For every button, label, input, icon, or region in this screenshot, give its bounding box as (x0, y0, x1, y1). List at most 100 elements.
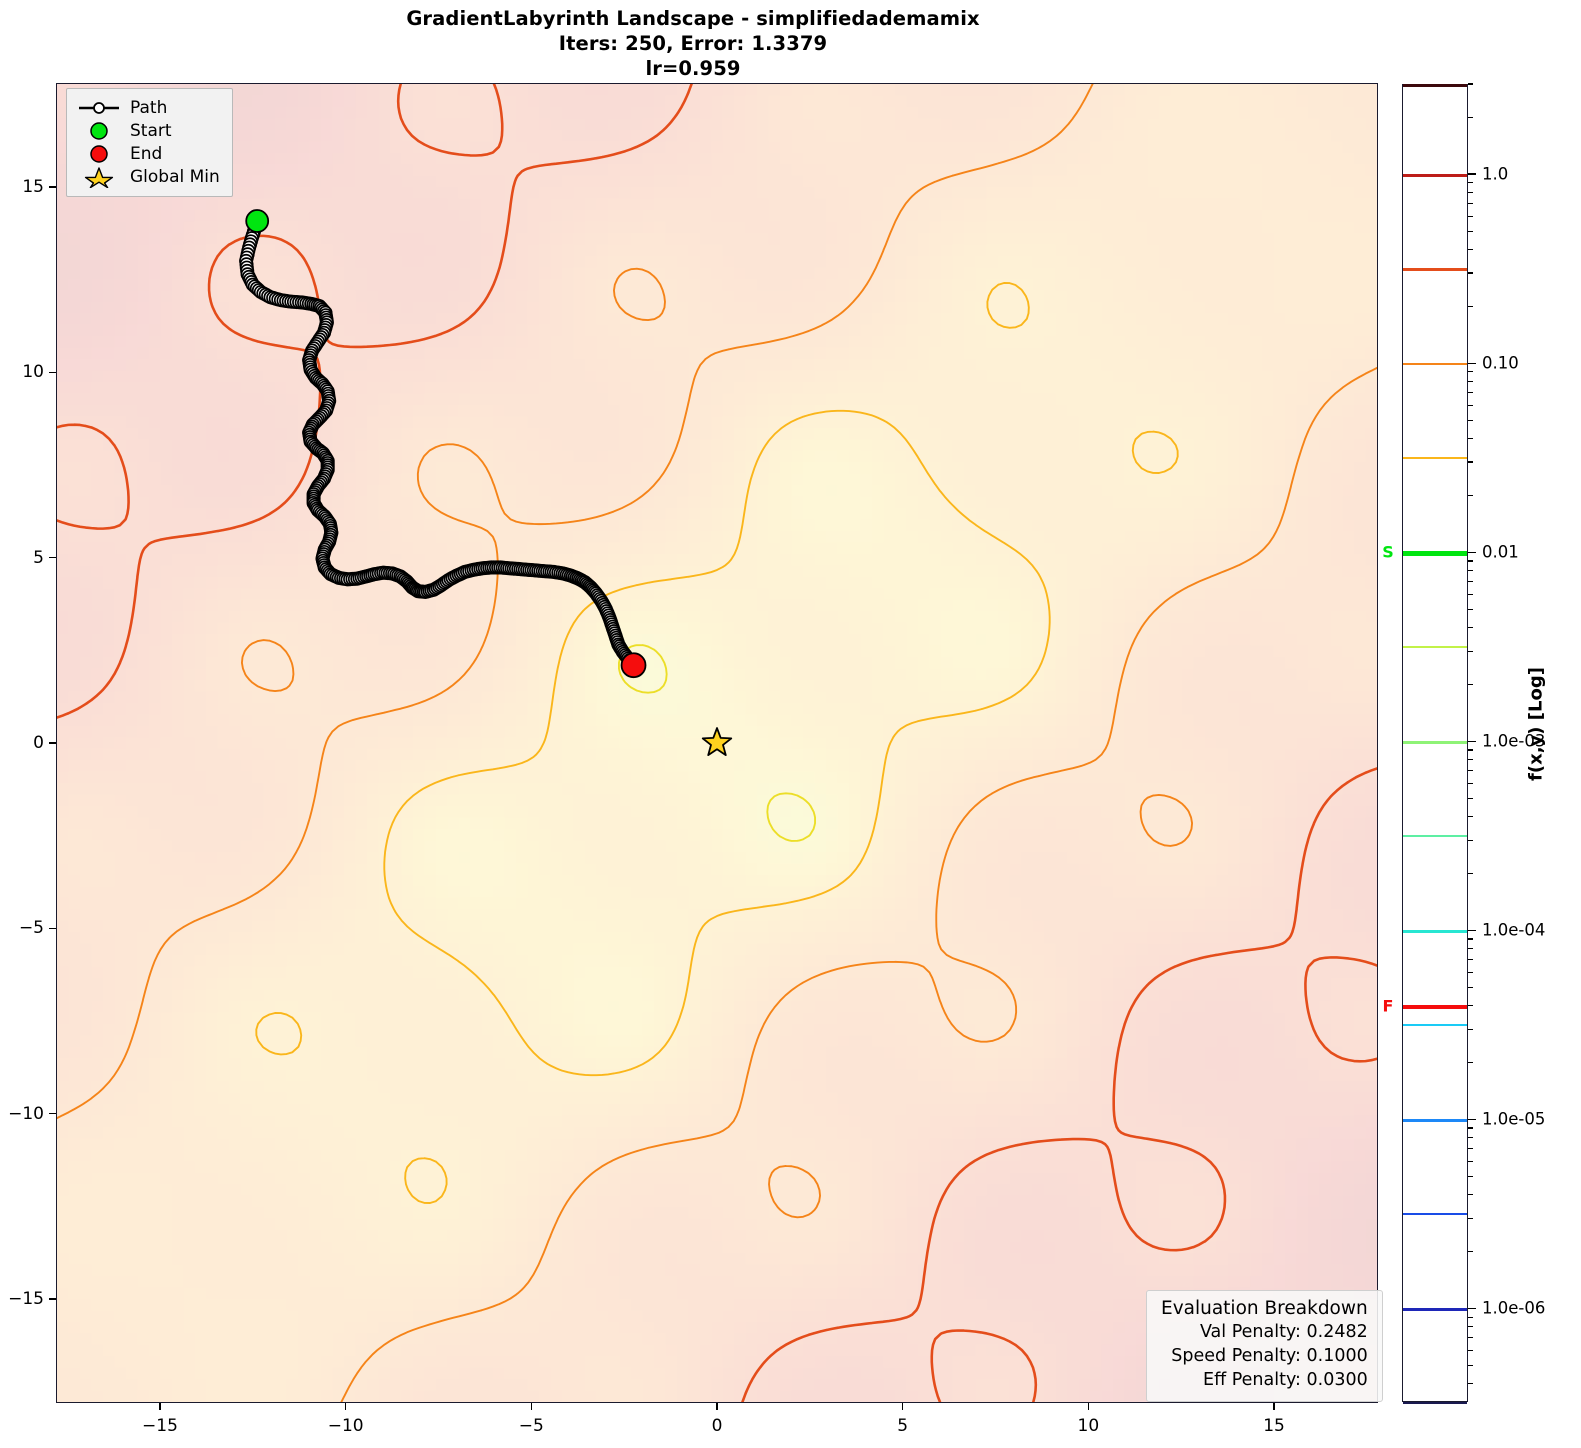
contour-plot-frame (56, 83, 1378, 1403)
y-tick-label: −5 (18, 918, 44, 939)
y-tick-mark (49, 186, 56, 188)
colorbar-minor-tick (1468, 1160, 1473, 1162)
eval-row-speed: Speed Penalty: 0.1000 (1161, 1344, 1367, 1368)
colorbar-minor-tick (1468, 305, 1473, 307)
global-min-star (701, 727, 733, 756)
path-line-marker-icon (76, 100, 122, 116)
eval-value-val: 0.2482 (1306, 1322, 1368, 1342)
evaluation-breakdown-box: Evaluation Breakdown Val Penalty: 0.2482… (1146, 1290, 1383, 1402)
colorbar-tick-mark (1468, 929, 1476, 932)
colorbar-minor-tick (1468, 461, 1473, 463)
colorbar-minor-tick (1468, 593, 1473, 595)
colorbar-start-marker-label: S (1382, 542, 1394, 562)
chart-title-line2: Iters: 250, Error: 1.3379 (558, 32, 828, 55)
colorbar-minor-tick (1468, 380, 1473, 383)
colorbar-tick-label: 1.0e-03 (1482, 731, 1546, 751)
green-circle-icon (76, 121, 122, 141)
colorbar-minor-tick (1468, 626, 1473, 629)
eval-row-eff: Eff Penalty: 0.0300 (1161, 1368, 1368, 1392)
y-tick-label: 0 (33, 733, 44, 753)
colorbar-minor-tick (1468, 1175, 1473, 1177)
x-tick-mark (1273, 1403, 1275, 1410)
colorbar-minor-tick (1468, 872, 1473, 875)
colorbar-level-line (1403, 741, 1467, 744)
colorbar-tick-label: 1.0e-04 (1482, 920, 1546, 940)
colorbar-minor-tick (1468, 191, 1473, 194)
colorbar-minor-tick (1468, 1061, 1473, 1064)
chart-title-line1: GradientLabyrinth Landscape - simplified… (406, 7, 980, 30)
x-tick-mark (716, 1403, 718, 1410)
colorbar-level-line (1403, 1401, 1467, 1405)
colorbar-minor-tick (1468, 1028, 1473, 1030)
legend-item-path[interactable]: Path (76, 96, 220, 119)
legend-item-start[interactable]: Start (76, 119, 220, 142)
colorbar-minor-tick (1468, 1194, 1473, 1196)
colorbar-minor-tick (1468, 1364, 1473, 1366)
x-tick-label: −15 (142, 1416, 178, 1436)
x-tick-label: 15 (1263, 1416, 1285, 1436)
colorbar-tick-label: 1.0 (1482, 164, 1509, 184)
colorbar-minor-tick (1468, 1326, 1473, 1328)
colorbar-tick-label: 0.10 (1482, 353, 1519, 373)
colorbar-minor-tick (1468, 182, 1473, 184)
colorbar-end-marker-label: F (1382, 996, 1394, 1016)
colorbar-minor-tick (1468, 650, 1473, 652)
y-tick-mark (49, 1298, 56, 1300)
legend-label-start: Start (130, 120, 172, 141)
colorbar-minor-tick (1468, 215, 1473, 217)
colorbar-level-line (1403, 1119, 1467, 1122)
colorbar-level-line (1403, 1212, 1467, 1216)
colorbar-minor-tick (1468, 371, 1473, 373)
colorbar-tick-mark (1468, 551, 1476, 553)
legend-item-end[interactable]: End (76, 142, 220, 165)
eval-value-eff: 0.0300 (1306, 1370, 1368, 1390)
colorbar (1402, 83, 1468, 1405)
eval-label-eff: Eff Penalty: (1203, 1370, 1301, 1390)
x-tick-mark (159, 1403, 161, 1410)
colorbar-minor-tick (1468, 570, 1473, 572)
y-tick-mark (49, 742, 56, 744)
colorbar-axis-label: f(x,y) [Log] (1525, 667, 1547, 781)
y-tick-label: 10 (22, 362, 44, 383)
colorbar-level-line (1403, 834, 1467, 838)
colorbar-minor-tick (1468, 797, 1473, 799)
legend-item-global-min[interactable]: Global Min (76, 165, 220, 188)
colorbar-tick-mark (1468, 1118, 1476, 1121)
y-tick-label: 5 (33, 547, 44, 568)
colorbar-minor-tick (1468, 770, 1473, 772)
colorbar-minor-tick (1468, 1148, 1473, 1150)
colorbar-minor-tick (1468, 759, 1473, 761)
colorbar-start-marker-line (1403, 551, 1467, 556)
colorbar-level-line (1403, 83, 1467, 87)
colorbar-minor-tick (1468, 116, 1473, 118)
colorbar-minor-tick (1468, 683, 1473, 685)
red-circle-icon (76, 144, 122, 164)
colorbar-minor-tick (1468, 391, 1473, 394)
colorbar-tick-mark (1468, 740, 1476, 742)
colorbar-minor-tick (1468, 1383, 1473, 1385)
colorbar-level-line (1403, 363, 1467, 366)
colorbar-minor-tick (1468, 1316, 1473, 1318)
colorbar-minor-tick (1468, 1127, 1473, 1129)
colorbar-minor-tick (1468, 494, 1473, 496)
colorbar-tick-mark (1468, 362, 1476, 364)
colorbar-minor-tick (1468, 948, 1473, 950)
colorbar-minor-tick (1468, 608, 1473, 610)
y-tick-label: 15 (22, 176, 44, 197)
y-tick-label: −10 (8, 1103, 44, 1124)
colorbar-minor-tick (1468, 404, 1473, 406)
colorbar-level-line (1403, 267, 1467, 271)
eval-box-title: Evaluation Breakdown (1161, 1298, 1368, 1319)
colorbar-tick-mark (1468, 1307, 1476, 1310)
colorbar-minor-tick (1468, 749, 1473, 751)
y-tick-label: −15 (8, 1289, 44, 1310)
x-tick-label: 10 (1077, 1416, 1100, 1436)
colorbar-minor-tick (1468, 1349, 1473, 1351)
colorbar-minor-tick (1468, 272, 1473, 274)
colorbar-minor-tick (1468, 1004, 1473, 1007)
colorbar-level-line (1403, 645, 1467, 649)
y-tick-mark (49, 371, 56, 373)
colorbar-minor-tick (1468, 959, 1473, 961)
colorbar-minor-tick (1468, 437, 1473, 440)
colorbar-minor-tick (1468, 1337, 1473, 1339)
